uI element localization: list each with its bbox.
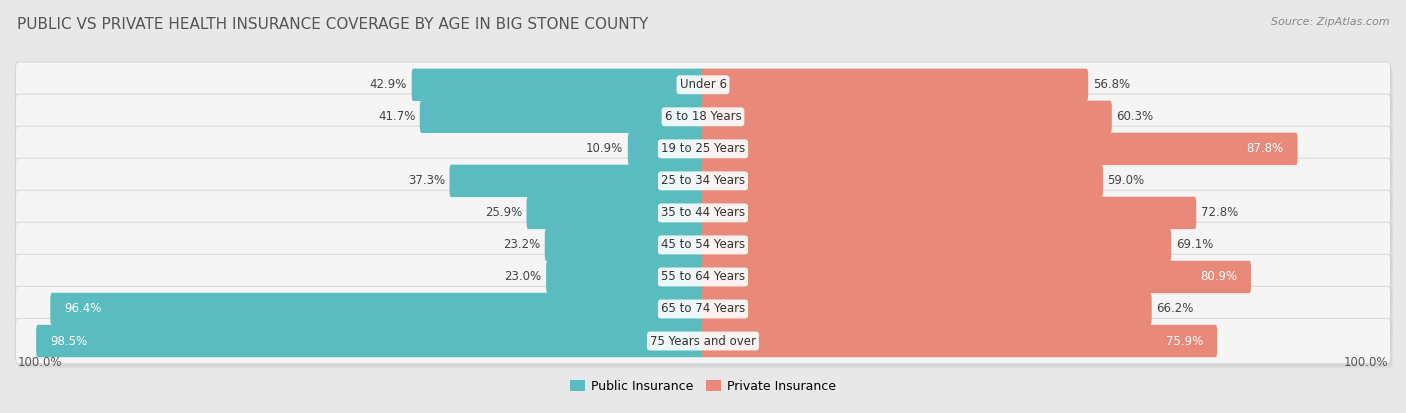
FancyBboxPatch shape — [702, 197, 1197, 229]
Legend: Public Insurance, Private Insurance: Public Insurance, Private Insurance — [565, 375, 841, 398]
FancyBboxPatch shape — [412, 69, 704, 101]
FancyBboxPatch shape — [15, 62, 1391, 107]
Text: Source: ZipAtlas.com: Source: ZipAtlas.com — [1271, 17, 1389, 26]
FancyBboxPatch shape — [15, 94, 1391, 140]
Text: 69.1%: 69.1% — [1175, 238, 1213, 252]
FancyBboxPatch shape — [15, 254, 1391, 300]
FancyBboxPatch shape — [51, 293, 704, 325]
Text: 72.8%: 72.8% — [1201, 206, 1239, 219]
Text: PUBLIC VS PRIVATE HEALTH INSURANCE COVERAGE BY AGE IN BIG STONE COUNTY: PUBLIC VS PRIVATE HEALTH INSURANCE COVER… — [17, 17, 648, 31]
Text: 45 to 54 Years: 45 to 54 Years — [661, 238, 745, 252]
FancyBboxPatch shape — [15, 286, 1391, 332]
Text: 37.3%: 37.3% — [408, 174, 444, 188]
Text: 41.7%: 41.7% — [378, 110, 415, 123]
FancyBboxPatch shape — [15, 222, 1391, 268]
Text: 66.2%: 66.2% — [1156, 302, 1194, 316]
Text: 59.0%: 59.0% — [1108, 174, 1144, 188]
Text: 23.0%: 23.0% — [505, 271, 541, 283]
FancyBboxPatch shape — [702, 229, 1171, 261]
Text: 75.9%: 75.9% — [1166, 335, 1204, 347]
Text: 19 to 25 Years: 19 to 25 Years — [661, 142, 745, 155]
Text: 42.9%: 42.9% — [370, 78, 408, 91]
FancyBboxPatch shape — [420, 101, 704, 133]
FancyBboxPatch shape — [702, 261, 1251, 293]
Text: 96.4%: 96.4% — [65, 302, 101, 316]
Text: 25.9%: 25.9% — [485, 206, 522, 219]
Text: 55 to 64 Years: 55 to 64 Years — [661, 271, 745, 283]
FancyBboxPatch shape — [37, 325, 704, 357]
FancyBboxPatch shape — [702, 165, 1104, 197]
FancyBboxPatch shape — [702, 133, 1298, 165]
FancyBboxPatch shape — [17, 130, 1392, 176]
FancyBboxPatch shape — [544, 229, 704, 261]
FancyBboxPatch shape — [546, 261, 704, 293]
FancyBboxPatch shape — [702, 101, 1112, 133]
Text: 100.0%: 100.0% — [17, 356, 62, 369]
FancyBboxPatch shape — [15, 126, 1391, 171]
Text: 23.2%: 23.2% — [503, 238, 540, 252]
FancyBboxPatch shape — [15, 190, 1391, 236]
FancyBboxPatch shape — [450, 165, 704, 197]
Text: 80.9%: 80.9% — [1201, 271, 1237, 283]
FancyBboxPatch shape — [17, 98, 1392, 143]
FancyBboxPatch shape — [628, 133, 704, 165]
FancyBboxPatch shape — [17, 290, 1392, 336]
FancyBboxPatch shape — [17, 258, 1392, 304]
Text: 98.5%: 98.5% — [49, 335, 87, 347]
Text: Under 6: Under 6 — [679, 78, 727, 91]
FancyBboxPatch shape — [17, 194, 1392, 240]
Text: 87.8%: 87.8% — [1247, 142, 1284, 155]
Text: 6 to 18 Years: 6 to 18 Years — [665, 110, 741, 123]
Text: 56.8%: 56.8% — [1092, 78, 1130, 91]
Text: 75 Years and over: 75 Years and over — [650, 335, 756, 347]
FancyBboxPatch shape — [17, 226, 1392, 271]
FancyBboxPatch shape — [702, 69, 1088, 101]
FancyBboxPatch shape — [15, 158, 1391, 204]
Text: 65 to 74 Years: 65 to 74 Years — [661, 302, 745, 316]
FancyBboxPatch shape — [526, 197, 704, 229]
FancyBboxPatch shape — [17, 322, 1392, 368]
Text: 100.0%: 100.0% — [1344, 356, 1389, 369]
FancyBboxPatch shape — [702, 325, 1218, 357]
Text: 25 to 34 Years: 25 to 34 Years — [661, 174, 745, 188]
FancyBboxPatch shape — [15, 318, 1391, 364]
Text: 60.3%: 60.3% — [1116, 110, 1153, 123]
FancyBboxPatch shape — [702, 293, 1152, 325]
FancyBboxPatch shape — [17, 66, 1392, 112]
Text: 10.9%: 10.9% — [586, 142, 623, 155]
FancyBboxPatch shape — [17, 162, 1392, 207]
Text: 35 to 44 Years: 35 to 44 Years — [661, 206, 745, 219]
